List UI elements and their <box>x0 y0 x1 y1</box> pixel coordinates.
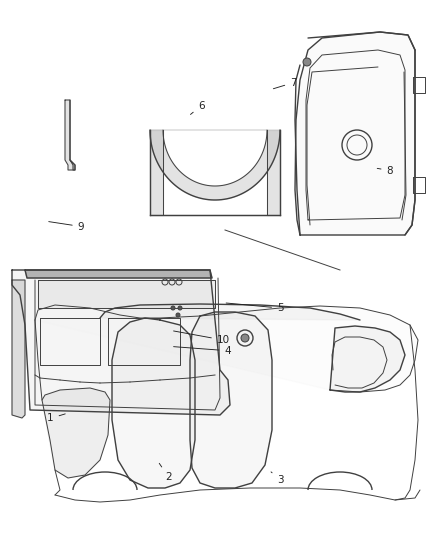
Text: 6: 6 <box>191 101 205 115</box>
Polygon shape <box>330 326 405 392</box>
Polygon shape <box>12 270 230 415</box>
Text: 8: 8 <box>377 166 393 175</box>
Polygon shape <box>38 280 215 308</box>
Text: 1: 1 <box>47 414 65 423</box>
Circle shape <box>178 306 182 310</box>
Polygon shape <box>295 32 415 235</box>
Polygon shape <box>150 130 163 215</box>
Polygon shape <box>112 318 195 488</box>
Circle shape <box>241 334 249 342</box>
Polygon shape <box>150 130 280 200</box>
Circle shape <box>303 58 311 66</box>
Text: 5: 5 <box>226 303 284 313</box>
Circle shape <box>176 313 180 317</box>
Polygon shape <box>35 305 418 392</box>
Polygon shape <box>12 280 25 418</box>
Polygon shape <box>70 100 75 170</box>
Text: 2: 2 <box>159 463 172 482</box>
Text: 3: 3 <box>271 472 284 484</box>
Text: 9: 9 <box>49 222 85 231</box>
Text: 4: 4 <box>173 346 231 356</box>
Polygon shape <box>65 100 75 170</box>
Text: 7: 7 <box>273 78 297 88</box>
Polygon shape <box>100 304 360 320</box>
Polygon shape <box>267 130 280 215</box>
Polygon shape <box>42 388 110 478</box>
Polygon shape <box>25 270 212 278</box>
Text: 10: 10 <box>173 331 230 345</box>
Polygon shape <box>190 312 272 488</box>
Circle shape <box>171 306 175 310</box>
